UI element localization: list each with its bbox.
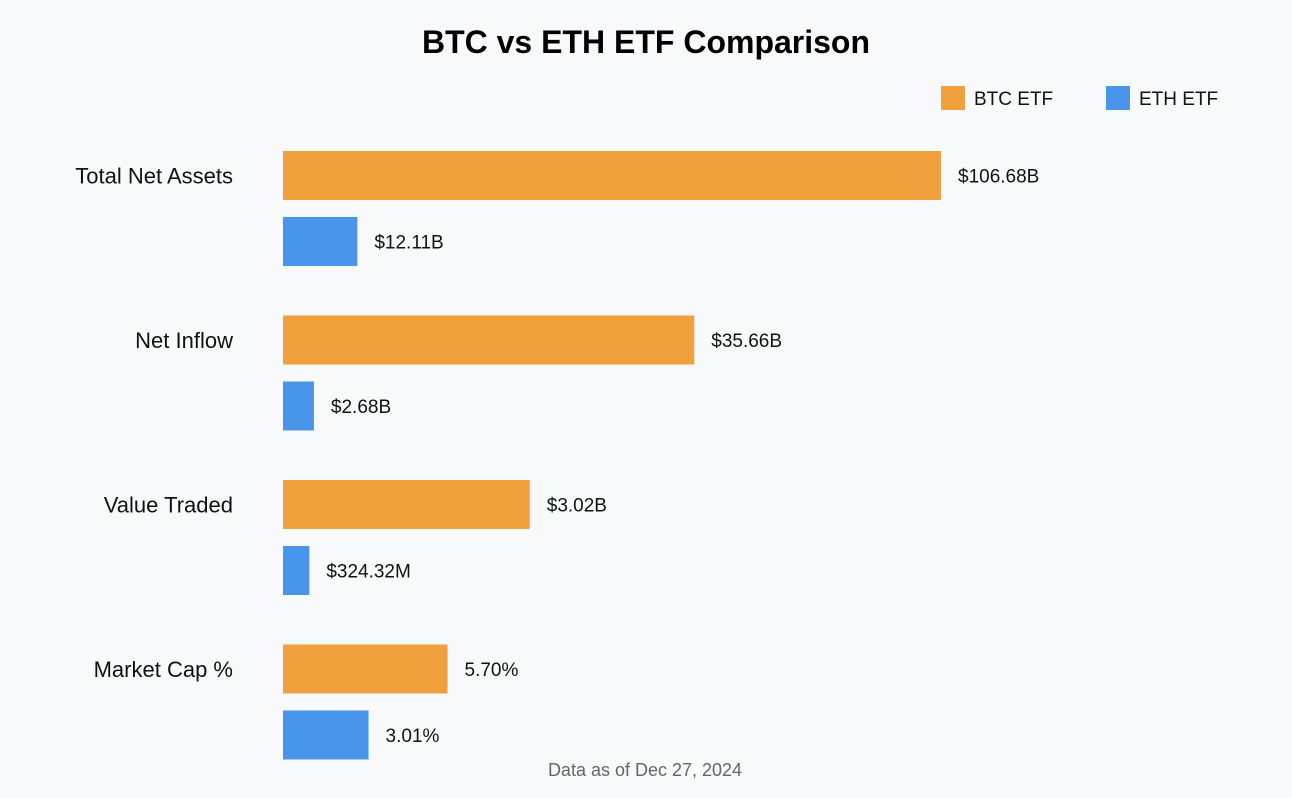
value-label-eth-net-inflow: $2.68B (331, 397, 391, 418)
bars-group: Total Net Assets $106.68B $12.11B Net Inflo… (75, 151, 1039, 760)
chart-title: BTC vs ETH ETF Comparison (422, 24, 870, 60)
bar-eth-value-traded (283, 546, 310, 595)
value-label-eth-total-net-assets: $12.11B (374, 233, 443, 254)
category-label-net-inflow: Net Inflow (135, 328, 233, 353)
value-label-eth-value-traded: $324.32M (326, 562, 411, 583)
legend-swatch-btc (941, 86, 965, 110)
category-label-market-cap: Market Cap % (94, 657, 233, 682)
legend-label-eth: ETH ETF (1139, 89, 1218, 110)
value-label-eth-market-cap: 3.01% (386, 726, 440, 747)
legend-swatch-eth (1106, 86, 1130, 110)
value-label-btc-net-inflow: $35.66B (711, 331, 782, 352)
bar-eth-total-net-assets (283, 217, 358, 266)
legend-label-btc: BTC ETF (974, 89, 1053, 110)
bar-btc-market-cap (283, 644, 448, 694)
footnote: Data as of Dec 27, 2024 (548, 760, 742, 780)
value-label-btc-total-net-assets: $106.68B (958, 167, 1039, 188)
value-label-btc-value-traded: $3.02B (547, 496, 607, 517)
category-label-value-traded: Value Traded (104, 493, 233, 518)
bar-btc-total-net-assets (283, 151, 941, 200)
bar-btc-value-traded (283, 480, 530, 529)
category-label-total-net-assets: Total Net Assets (75, 164, 233, 189)
legend: BTC ETF ETH ETF (941, 86, 1218, 110)
bar-eth-net-inflow (283, 381, 314, 431)
bar-btc-net-inflow (283, 315, 695, 365)
bar-eth-market-cap (283, 710, 369, 760)
value-label-btc-market-cap: 5.70% (465, 660, 519, 681)
